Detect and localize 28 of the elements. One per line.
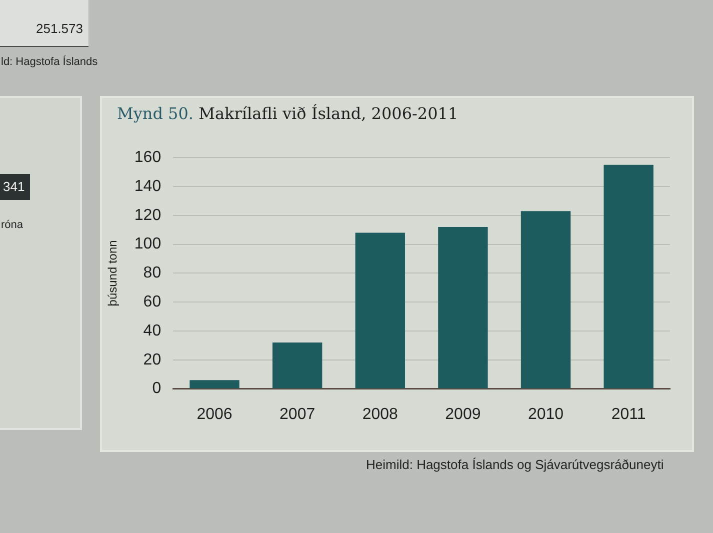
y-tick-label: 20 (143, 351, 162, 368)
bar (190, 380, 240, 388)
y-tick-label: 80 (143, 264, 162, 282)
y-tick-label: 120 (134, 206, 162, 224)
x-tick-label: 2006 (196, 406, 232, 423)
text: Heimild: Hagstofa Íslands og Sjávarútvegsráðuneyti (366, 457, 664, 472)
x-tick-label: 2010 (528, 406, 564, 423)
bar (438, 226, 488, 388)
text: ld: Hagstofa Íslands (1, 56, 98, 68)
x-tick-label: 2009 (445, 406, 481, 423)
x-tick-label: 2008 (362, 406, 398, 423)
chart-title: Mynd 50. Makrílafli við Ísland, 2006-2011 (117, 104, 458, 123)
x-tick-label: 2011 (611, 406, 646, 423)
x-tick-label: 2007 (280, 406, 316, 423)
y-axis-title: þúsund tonn (106, 240, 120, 306)
y-tick-label: 160 (134, 149, 162, 166)
bar (604, 164, 654, 388)
y-tick-label: 0 (152, 380, 162, 398)
bar (355, 232, 405, 388)
y-tick-label: 40 (143, 322, 162, 340)
y-tick-label: 100 (134, 236, 162, 253)
bar (272, 342, 322, 388)
text: 341 (0, 174, 30, 200)
text: róna (1, 219, 24, 232)
y-tick-label: 60 (143, 294, 162, 311)
text: 251.573 (36, 21, 83, 36)
bar (520, 211, 571, 388)
y-tick-label: 140 (134, 178, 162, 195)
